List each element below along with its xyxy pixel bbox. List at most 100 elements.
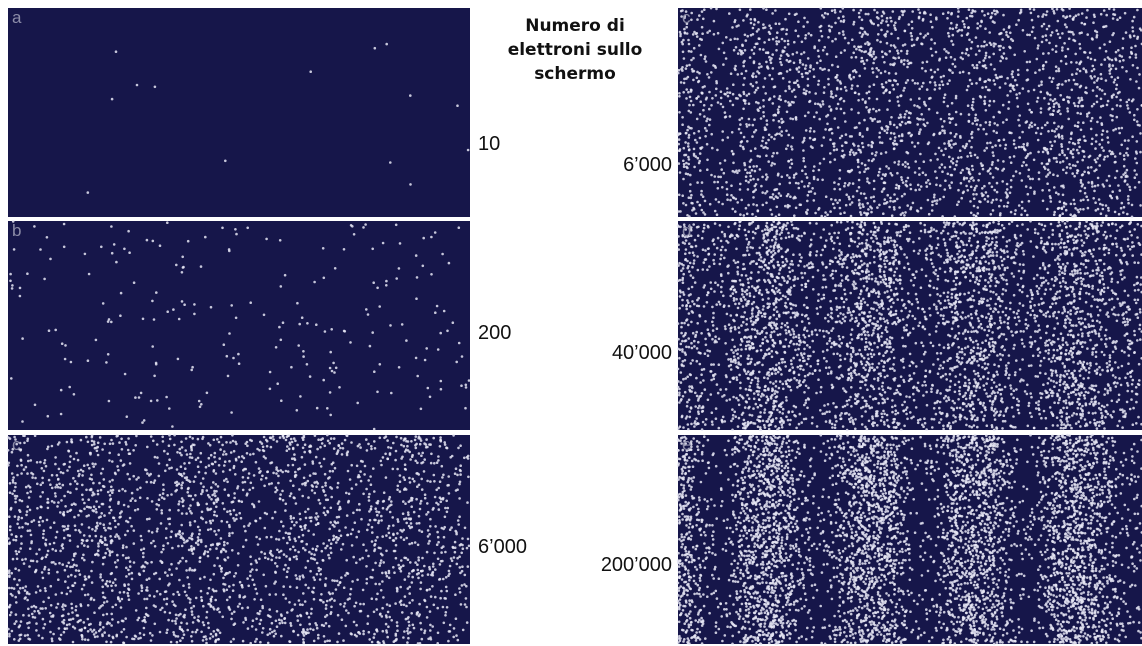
electron-dot: [103, 601, 106, 604]
electron-dot: [226, 521, 229, 524]
electron-dot: [452, 636, 455, 639]
electron-dot: [160, 551, 163, 554]
electron-dot: [984, 57, 987, 60]
electron-dot: [156, 590, 159, 593]
electron-dot: [49, 483, 52, 486]
electron-dot: [1050, 200, 1053, 203]
electron-dot: [746, 125, 749, 128]
electron-dot: [213, 502, 216, 505]
electron-dot: [171, 620, 174, 623]
electron-dot: [64, 569, 67, 572]
electron-dot: [389, 537, 392, 540]
electron-dot: [360, 460, 363, 463]
electron-dot: [808, 101, 811, 104]
electron-dot: [823, 158, 826, 161]
electron-dot: [1018, 204, 1021, 207]
electron-dot: [952, 143, 955, 146]
electron-dot: [1012, 87, 1015, 90]
electron-dot: [687, 145, 690, 148]
electron-dot: [332, 362, 335, 365]
electron-dot: [685, 67, 688, 70]
electron-dot: [112, 581, 115, 584]
electron-dot: [294, 603, 297, 606]
electron-dot: [1077, 142, 1080, 145]
electron-dot: [104, 543, 107, 546]
electron-dot: [235, 514, 238, 517]
electron-dot: [275, 538, 278, 541]
electron-dot: [946, 105, 949, 108]
electron-dot: [748, 118, 751, 121]
electron-dot: [1057, 207, 1060, 210]
electron-dot: [1071, 73, 1074, 76]
electron-dot: [326, 545, 329, 548]
electron-dot: [862, 146, 865, 149]
electron-dot: [360, 518, 363, 521]
electron-dot: [201, 599, 204, 602]
electron-dot: [928, 213, 931, 216]
electron-dot: [865, 197, 868, 200]
electron-dot: [34, 477, 37, 480]
electron-dot: [38, 548, 41, 551]
electron-dot: [1069, 167, 1072, 170]
electron-dot: [1126, 104, 1129, 107]
electron-dot: [786, 28, 789, 31]
electron-dot: [1104, 93, 1107, 96]
electron-dot: [127, 505, 130, 508]
electron-dot: [690, 50, 693, 53]
electron-dot: [163, 498, 166, 501]
electron-dot: [351, 544, 354, 547]
electron-dot: [852, 151, 855, 154]
electron-dot: [427, 535, 430, 538]
electron-dot: [264, 552, 267, 555]
electron-dot: [760, 65, 763, 68]
electron-dot: [842, 21, 845, 24]
electron-dot: [246, 577, 249, 580]
electron-dot: [156, 508, 159, 511]
electron-dot: [982, 168, 985, 171]
electron-dot: [875, 151, 878, 154]
electron-dot: [1022, 143, 1025, 146]
electron-dot: [73, 516, 76, 519]
electron-dot: [983, 185, 986, 188]
electron-dot: [1128, 186, 1131, 189]
electron-dot: [185, 569, 188, 572]
electron-dot: [343, 248, 346, 251]
electron-dot: [402, 476, 405, 479]
electron-dot: [407, 575, 410, 578]
electron-dot: [9, 614, 12, 617]
electron-dot: [223, 464, 226, 467]
electron-dot: [396, 488, 399, 491]
electron-dot: [302, 534, 305, 537]
electron-dot: [867, 208, 870, 211]
electron-dot: [999, 49, 1002, 52]
electron-dot: [321, 442, 324, 445]
electron-dot: [430, 462, 433, 465]
electron-dot: [168, 467, 171, 470]
electron-dot: [789, 117, 792, 120]
electron-dot: [275, 486, 278, 489]
electron-dot: [1054, 135, 1057, 138]
electron-dot: [859, 132, 862, 135]
electron-dot: [73, 393, 76, 396]
electron-dot: [382, 500, 385, 503]
electron-dot: [950, 40, 953, 43]
electron-dot: [443, 441, 446, 444]
electron-dot: [823, 91, 826, 94]
electron-dot: [188, 583, 191, 586]
electron-dot: [15, 539, 18, 542]
electron-dot: [392, 534, 395, 537]
electron-dot: [853, 76, 856, 79]
electron-dot: [916, 82, 919, 85]
electron-dot: [344, 439, 347, 442]
electron-dot: [885, 81, 888, 84]
electron-dot: [85, 436, 88, 439]
electron-dot: [942, 84, 945, 87]
electron-dot: [181, 255, 184, 258]
electron-dot: [917, 142, 920, 145]
electron-dot: [1003, 138, 1006, 141]
electron-dot: [105, 641, 108, 644]
electron-dot: [240, 460, 243, 463]
electron-dot: [943, 101, 946, 104]
electron-dot: [376, 391, 379, 394]
electron-dot: [432, 563, 435, 566]
